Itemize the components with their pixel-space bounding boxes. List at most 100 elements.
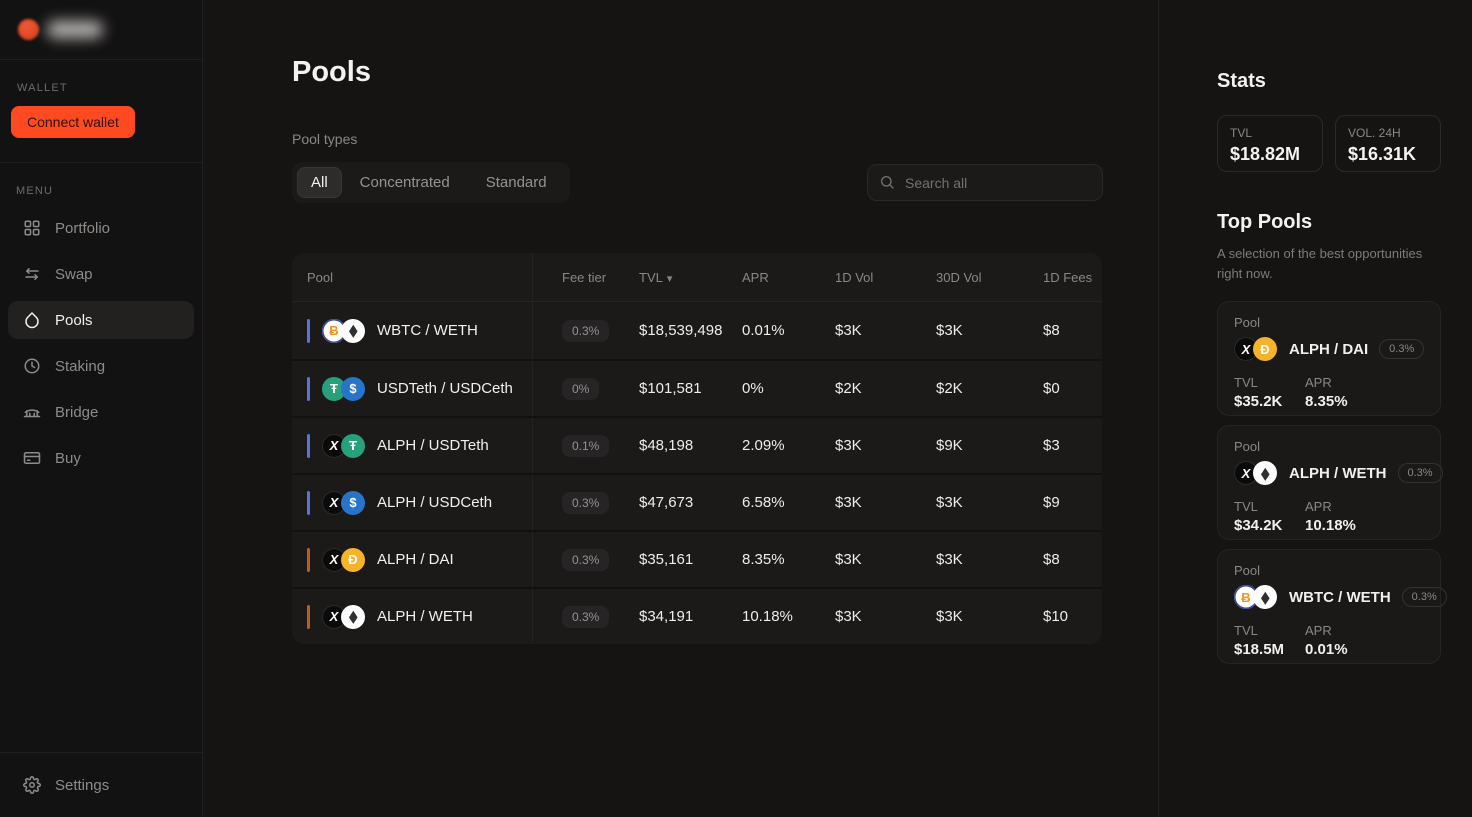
table-row[interactable]: ALPH / USDCeth 0.3% $47,673 6.58% $3K $3… <box>292 473 1102 530</box>
30d-vol-value: $3K <box>936 494 963 511</box>
buy-card-icon <box>23 452 41 464</box>
table-header-row: Pool Fee tier TVL ▾ APR 1D Vol 30D Vol 1D… <box>292 253 1102 302</box>
apr-value: 8.35% <box>742 551 785 568</box>
tvl-label: TVL <box>1234 623 1258 639</box>
pools-table: Pool Fee tier TVL ▾ APR 1D Vol 30D Vol 1D… <box>292 253 1102 644</box>
stat-value: $16.31K <box>1348 144 1417 164</box>
fee-tier-badge: 0.3% <box>1379 339 1425 360</box>
30d-vol-value: $2K <box>936 380 963 397</box>
fee-tier-badge: 0.1% <box>562 434 610 457</box>
top-pool-card[interactable]: Pool ALPH / WETH 0.3% TVL $34.2K APR 10.… <box>1217 425 1443 541</box>
top-pool-pair-row: ALPH / DAI 0.3% <box>1234 337 1425 362</box>
portfolio-grid-icon <box>24 220 40 236</box>
stat-card-vol-24h: VOL. 24H $16.31K <box>1335 115 1441 172</box>
1d-fees-value: $9 <box>1043 494 1060 511</box>
token-icon <box>341 604 365 629</box>
apr-value: 2.09% <box>742 437 785 454</box>
sidebar-item-staking[interactable]: Staking <box>8 347 194 385</box>
fee-tier-cell: 0.3% <box>532 532 639 587</box>
top-pool-card[interactable]: Pool ALPH / DAI 0.3% TVL $35.2K APR 8.35… <box>1217 301 1441 417</box>
sidebar: WALLET Connect wallet MENU Portfolio Swa… <box>0 0 203 817</box>
table-row[interactable]: ALPH / WETH 0.3% $34,191 10.18% $3K $3K … <box>292 587 1102 644</box>
pool-pair-name: WBTC / WETH <box>377 322 478 339</box>
pool-cell: ALPH / USDCeth <box>292 490 532 515</box>
top-pool-label: Pool <box>1234 439 1261 455</box>
menu-section: MENU Portfolio Swap Pools Staking Bridge <box>0 163 202 485</box>
menu-section-label: MENU <box>16 185 54 197</box>
stat-card-tvl: TVL $18.82M <box>1217 115 1323 172</box>
token-icon <box>1253 585 1277 610</box>
tab-all[interactable]: All <box>297 167 342 198</box>
sidebar-item-buy[interactable]: Buy <box>8 439 194 477</box>
sidebar-item-portfolio[interactable]: Portfolio <box>8 209 194 247</box>
1d-vol-value: $3K <box>835 608 862 625</box>
top-pool-label: Pool <box>1234 315 1261 331</box>
tvl-value: $101,581 <box>639 380 702 397</box>
token-pair-icons <box>322 376 365 401</box>
brand-logo-icon <box>18 19 39 40</box>
stat-label: TVL <box>1230 126 1253 140</box>
pool-accent-bar <box>307 318 310 343</box>
column-header-1d-fees: 1D Fees <box>1043 269 1093 285</box>
main-content: Pools Pool types All Concentrated Standa… <box>203 0 1158 817</box>
sidebar-item-label: Pools <box>55 311 93 329</box>
swap-arrows-icon <box>25 268 39 280</box>
token-icon <box>341 376 365 401</box>
30d-vol-value: $3K <box>936 322 963 339</box>
token-pair-icons <box>1234 585 1277 610</box>
connect-wallet-button[interactable]: Connect wallet <box>11 106 135 138</box>
tab-standard[interactable]: Standard <box>485 174 547 191</box>
sidebar-item-pools[interactable]: Pools <box>8 301 194 339</box>
table-row[interactable]: ALPH / DAI 0.3% $35,161 8.35% $3K $3K $8 <box>292 530 1102 587</box>
1d-vol-value: $3K <box>835 437 862 454</box>
top-pools-list: Pool ALPH / DAI 0.3% TVL $35.2K APR 8.35… <box>1217 301 1447 665</box>
top-pool-stats: TVL $18.5M APR 0.01% <box>1234 623 1424 658</box>
search-input[interactable] <box>867 164 1103 201</box>
sidebar-item-label: Portfolio <box>55 219 111 237</box>
fee-tier-badge: 0.3% <box>562 319 610 342</box>
1d-vol-value: $3K <box>835 551 862 568</box>
token-pair-icons <box>322 547 365 572</box>
column-header-tvl[interactable]: TVL ▾ <box>639 269 673 285</box>
1d-fees-value: $3 <box>1043 437 1060 454</box>
tvl-label: TVL <box>1234 375 1258 391</box>
sidebar-item-swap[interactable]: Swap <box>8 255 194 293</box>
stat-label: VOL. 24H <box>1348 126 1401 140</box>
table-body: WBTC / WETH 0.3% $18,539,498 0.01% $3K $… <box>292 302 1102 644</box>
apr-value: 10.18% <box>1305 517 1356 535</box>
fee-tier-badge: 0.3% <box>562 491 610 514</box>
pool-cell: USDTeth / USDCeth <box>292 376 532 401</box>
gear-icon <box>23 776 41 794</box>
pool-accent-bar <box>307 604 310 629</box>
1d-fees-value: $8 <box>1043 551 1060 568</box>
tvl-label: TVL <box>1234 499 1258 515</box>
brand-wordmark-blurred <box>47 21 103 38</box>
token-icon <box>1253 337 1277 362</box>
pool-cell: WBTC / WETH <box>292 318 532 343</box>
token-icon <box>341 490 365 515</box>
pool-pair-name: USDTeth / USDCeth <box>377 380 513 397</box>
sidebar-item-bridge[interactable]: Bridge <box>8 393 194 431</box>
top-pool-card[interactable]: Pool WBTC / WETH 0.3% TVL $18.5M APR 0.0… <box>1217 549 1447 665</box>
fee-tier-badge: 0.3% <box>1401 587 1447 608</box>
pool-pair-name: ALPH / DAI <box>377 551 454 568</box>
1d-vol-value: $2K <box>835 380 862 397</box>
apr-value: 0.01% <box>742 322 785 339</box>
stats-cards: TVL $18.82M VOL. 24H $16.31K <box>1217 115 1441 172</box>
sidebar-item-label: Settings <box>55 776 110 794</box>
table-row[interactable]: WBTC / WETH 0.3% $18,539,498 0.01% $3K $… <box>292 302 1102 359</box>
top-pool-pair-name: WBTC / WETH <box>1289 588 1391 606</box>
sort-desc-icon: ▾ <box>666 272 673 285</box>
sidebar-item-settings[interactable]: Settings <box>8 766 194 804</box>
controls-row: All Concentrated Standard <box>292 162 1103 203</box>
apr-label: APR <box>1305 499 1332 515</box>
1d-vol-value: $3K <box>835 322 862 339</box>
column-header-apr: APR <box>742 269 769 285</box>
table-row[interactable]: USDTeth / USDCeth 0% $101,581 0% $2K $2K… <box>292 359 1102 416</box>
pool-pair-name: ALPH / WETH <box>377 608 473 625</box>
table-row[interactable]: ALPH / USDTeth 0.1% $48,198 2.09% $3K $9… <box>292 416 1102 473</box>
tab-concentrated[interactable]: Concentrated <box>359 174 450 191</box>
token-pair-icons <box>1234 337 1277 362</box>
pool-type-tabs: All Concentrated Standard <box>292 162 570 203</box>
